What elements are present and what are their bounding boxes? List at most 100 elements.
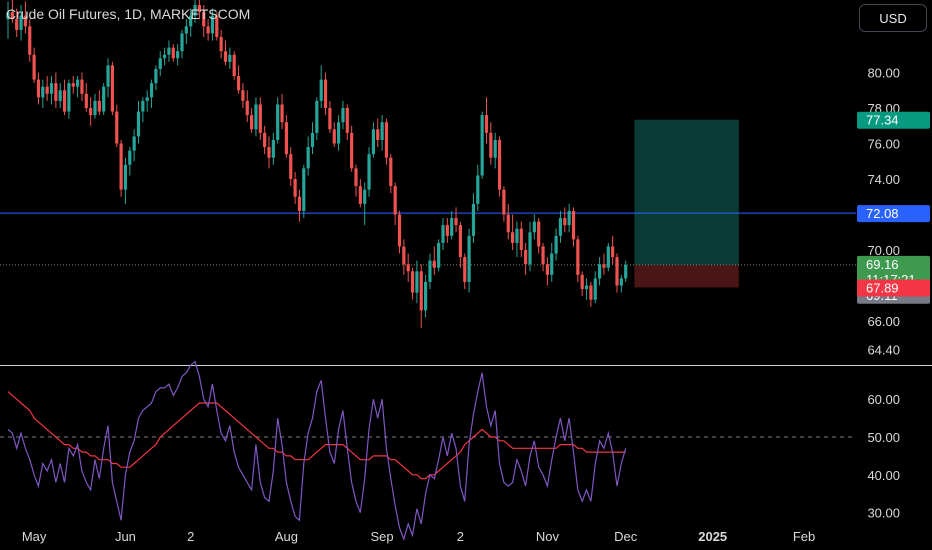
candle	[363, 182, 367, 226]
time-tick-label: Feb	[793, 529, 815, 544]
candle-body	[376, 129, 380, 140]
candle-body	[502, 189, 506, 215]
candle-body	[41, 86, 45, 98]
price-tick-label: 76.00	[867, 137, 900, 152]
candle-body	[62, 90, 67, 112]
candle	[589, 281, 593, 307]
stop-price-label: 67.89	[857, 279, 930, 297]
candle	[110, 61, 114, 116]
candle	[428, 253, 432, 290]
candle	[263, 125, 267, 155]
candle	[524, 242, 528, 275]
candle	[476, 164, 480, 211]
time-tick-label: Sep	[371, 529, 394, 544]
candle	[432, 246, 436, 275]
candle	[236, 65, 241, 94]
candle	[563, 207, 567, 233]
candle-body	[145, 97, 149, 101]
candle	[458, 221, 462, 268]
candle-body	[280, 104, 284, 123]
candle-body	[602, 264, 606, 268]
rsi-tick-label: 30.00	[867, 506, 900, 521]
candle	[302, 164, 306, 219]
candle-body	[197, 5, 201, 13]
candle-body	[358, 186, 362, 204]
candle	[323, 72, 328, 116]
candle-body	[550, 253, 554, 275]
candle-body	[615, 257, 619, 286]
candle	[502, 186, 506, 222]
rsi-indicator	[0, 360, 856, 541]
candle	[454, 207, 458, 233]
candle-body	[463, 257, 467, 282]
candle	[497, 136, 502, 197]
candle	[276, 97, 280, 144]
candle-body	[619, 278, 623, 286]
candle-body	[223, 51, 228, 62]
candle	[506, 203, 510, 240]
candle-body	[380, 122, 384, 140]
candle	[115, 104, 119, 148]
candle	[145, 90, 149, 112]
time-axis[interactable]: May Jun 2 Aug Sep 2 Nov Dec 2025 Feb	[22, 529, 815, 544]
candle-body	[406, 264, 410, 272]
candle-body	[432, 260, 436, 268]
candle-body	[563, 218, 567, 226]
candle	[193, 0, 197, 23]
candle	[232, 51, 236, 80]
candle-body	[437, 242, 441, 268]
candle-body	[511, 232, 515, 243]
candle	[6, 1, 10, 39]
candle	[389, 154, 393, 194]
candle-body	[176, 51, 180, 59]
candle	[41, 79, 45, 108]
candle	[202, 5, 206, 37]
candle	[289, 147, 293, 187]
candle	[128, 147, 132, 176]
candle-body	[458, 225, 462, 258]
candle-body	[393, 186, 397, 215]
candle	[93, 93, 97, 119]
candle-body	[611, 246, 615, 258]
candle	[284, 115, 288, 158]
candle	[550, 242, 554, 282]
candle	[254, 97, 258, 137]
price-tick-label: 64.40	[867, 342, 900, 357]
candle	[515, 221, 519, 258]
candle	[271, 132, 275, 165]
candle	[554, 228, 558, 261]
candle-body	[289, 154, 293, 179]
horizontal-line[interactable]	[0, 212, 856, 266]
candle	[267, 136, 271, 169]
candle-body	[519, 228, 523, 250]
candle-body	[206, 26, 210, 34]
candle	[567, 203, 571, 233]
candle-body	[89, 108, 93, 116]
candle-body	[554, 235, 558, 254]
candle-body	[445, 225, 449, 236]
candle-body	[149, 83, 154, 98]
candle-body	[115, 111, 119, 144]
candle-body	[49, 83, 54, 94]
candle-body	[567, 210, 571, 226]
position-tool[interactable]	[634, 119, 739, 288]
candle-body	[493, 139, 497, 158]
rsi-tick-label: 40.00	[867, 468, 900, 483]
currency-button[interactable]: USD	[859, 4, 927, 32]
candle	[132, 129, 136, 162]
candle	[119, 139, 123, 197]
candle	[306, 136, 310, 176]
candle	[58, 83, 62, 108]
time-tick-label: Jun	[115, 529, 136, 544]
candle-body	[537, 221, 541, 247]
candle	[297, 189, 302, 222]
candle-body	[576, 239, 580, 275]
candle	[136, 100, 141, 144]
candle-body	[67, 83, 71, 112]
candle	[184, 19, 188, 45]
candle	[602, 253, 606, 275]
candle	[410, 267, 415, 300]
candle-body	[10, 12, 14, 20]
stop-price-label-text: 67.89	[866, 280, 899, 295]
